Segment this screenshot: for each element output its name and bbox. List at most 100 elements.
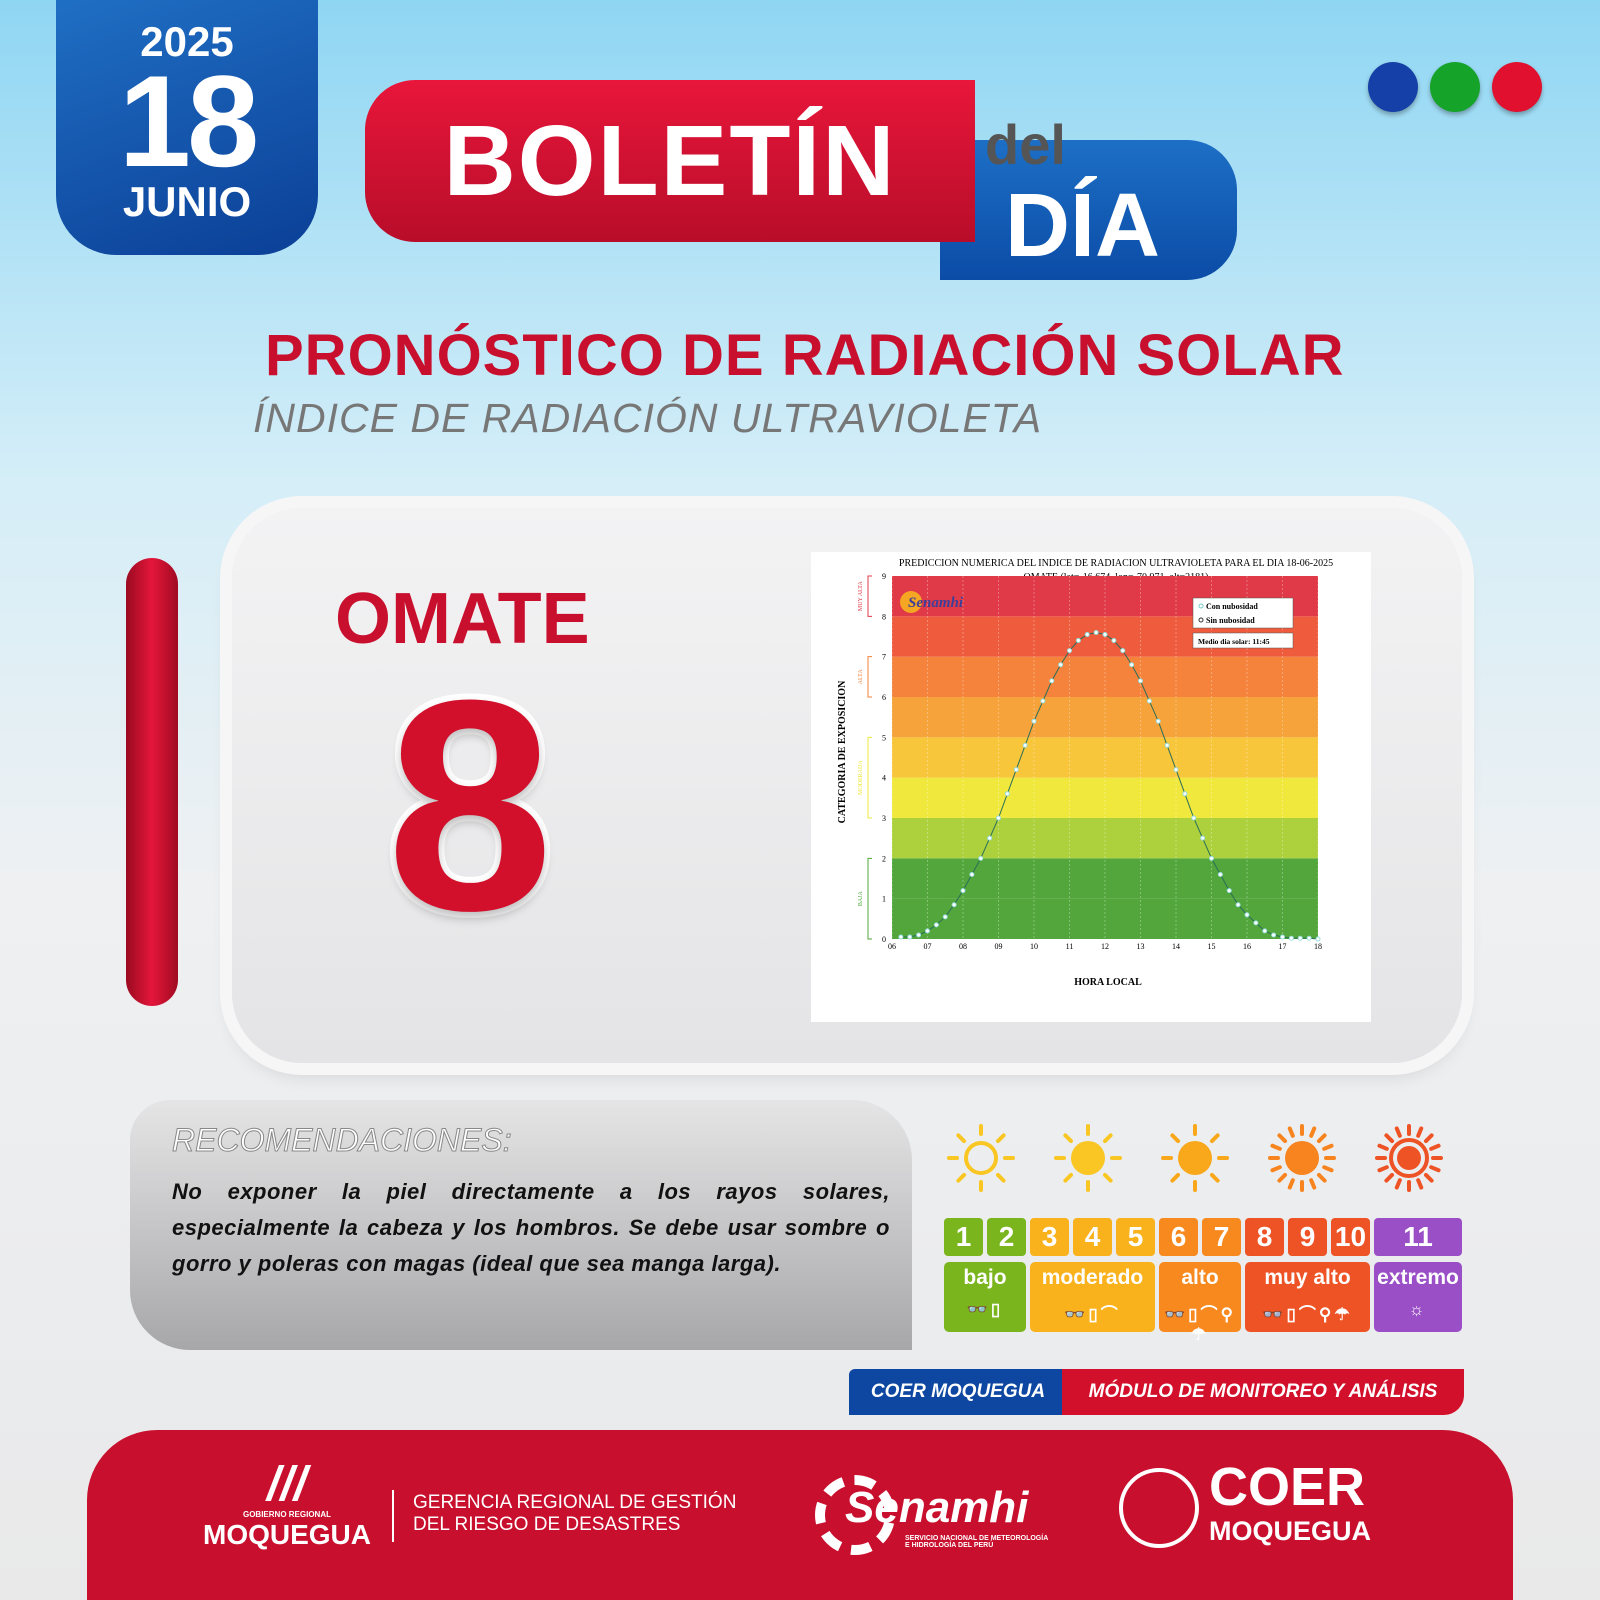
data-point: [1244, 912, 1250, 918]
divider: [392, 1490, 394, 1542]
gerencia-text: GERENCIA REGIONAL DE GESTIÓN DEL RIESGO D…: [413, 1492, 737, 1535]
uv-scale-levels: bajo 👓▯ moderado 👓▯⌒ alto 👓▯⌒⚲☂ muy alto 👓▯⌒⚲☂ e…: [944, 1262, 1462, 1344]
data-point: [1191, 815, 1197, 821]
y-tick-label: 5: [882, 733, 886, 742]
uv-chart: PREDICCION NUMERICA DEL INDICE DE RADIAC…: [811, 552, 1371, 1022]
sun-icon: [1054, 1124, 1122, 1192]
uv-number: 8: [1245, 1218, 1284, 1256]
x-tick-label: 08: [959, 942, 967, 951]
chart-title: PREDICCION NUMERICA DEL INDICE DE RADIAC…: [899, 558, 1333, 569]
uv-number: 5: [1116, 1218, 1155, 1256]
x-tick-label: 15: [1208, 942, 1216, 951]
y-tick-label: 0: [882, 935, 886, 944]
x-tick-label: 11: [1066, 942, 1074, 951]
category-bracket: [867, 736, 872, 819]
uv-number: 7: [1202, 1218, 1241, 1256]
uv-band: [892, 656, 1318, 697]
uv-scale-numbers: 1 2 3 4 5 6 7 8 9 10 11: [944, 1218, 1462, 1256]
chart-legend: Con nubosidad Sin nubosidad Medio dia so…: [1192, 597, 1294, 649]
uv-band: [892, 818, 1318, 859]
footer: /// GOBIERNO REGIONAL MOQUEGUA GERENCIA …: [87, 1430, 1513, 1600]
data-point: [1111, 638, 1117, 644]
data-point: [1084, 631, 1090, 637]
protection-icons: 👓▯: [966, 1300, 1004, 1319]
category-label: MODERADA: [858, 760, 864, 795]
coer-tag: COER MOQUEGUA: [849, 1369, 1067, 1415]
boletin-title: BOLETÍN: [365, 80, 975, 242]
data-point: [1315, 936, 1321, 942]
data-point: [960, 888, 966, 894]
category-label: BAJA: [858, 891, 864, 907]
data-point: [987, 835, 993, 841]
uv-level-label: muy alto: [1264, 1266, 1351, 1289]
data-point: [1040, 698, 1046, 704]
recommendations-panel: RECOMENDACIONES: No exponer la piel dire…: [130, 1100, 912, 1350]
recommendations-text: No exponer la piel directamente a los ra…: [172, 1179, 890, 1276]
solar-noon-annotation: Medio dia solar: 11:45: [1198, 637, 1270, 646]
y-tick-label: 2: [882, 854, 886, 863]
day: 18: [118, 48, 260, 194]
data-point: [1067, 648, 1072, 654]
x-tick-label: 13: [1137, 942, 1145, 951]
data-point: [1013, 767, 1019, 773]
data-point: [1058, 662, 1064, 668]
uv-level-label: moderado: [1041, 1266, 1144, 1289]
y-tick-label: 3: [882, 814, 886, 823]
data-point: [1049, 678, 1055, 684]
sun-icon: [815, 1475, 895, 1555]
data-point: [951, 902, 957, 908]
data-point: [1217, 871, 1223, 877]
uv-level-extremo: extremo ☼: [1374, 1262, 1462, 1332]
data-point: [1138, 678, 1143, 684]
x-tick-label: 17: [1279, 942, 1287, 951]
y-tick-label: 4: [882, 774, 886, 783]
red-dot: [1492, 62, 1542, 112]
x-tick-label: 07: [924, 942, 932, 951]
data-point: [1288, 935, 1294, 941]
uv-number: 10: [1331, 1218, 1370, 1256]
data-point: [1093, 629, 1099, 635]
year: 2025: [140, 18, 234, 65]
uv-level-label: extremo: [1377, 1266, 1459, 1289]
page-subtitle: ÍNDICE DE RADIACIÓN ULTRAVIOLETA: [253, 395, 1043, 441]
data-point: [1200, 835, 1206, 841]
svg-text:Senamhi: Senamhi: [908, 595, 964, 611]
x-tick-label: 16: [1243, 942, 1251, 951]
uv-sun-icons: [945, 1122, 1445, 1194]
x-axis-label: HORA LOCAL: [1074, 977, 1142, 988]
uv-number: 11: [1374, 1218, 1462, 1256]
protection-icons: ☼: [1408, 1300, 1428, 1319]
location-name: OMATE: [335, 579, 590, 659]
category-label: MUY ALTA: [858, 581, 864, 612]
data-point: [1173, 767, 1179, 773]
category-label: ALTA: [858, 669, 864, 685]
date-badge: 2025 18 JUNIO: [56, 0, 318, 255]
data-point: [1182, 791, 1188, 797]
color-dots: [1368, 62, 1542, 112]
data-point: [1075, 638, 1081, 644]
y-tick-label: 9: [882, 572, 886, 581]
uv-number: 4: [1073, 1218, 1112, 1256]
data-point: [1253, 920, 1259, 926]
x-tick-label: 18: [1314, 942, 1322, 951]
page-title: PRONÓSTICO DE RADIACIÓN SOLAR: [265, 323, 1345, 388]
blue-dot: [1368, 62, 1418, 112]
uv-band: [892, 898, 1318, 939]
month: JUNIO: [122, 178, 252, 225]
data-point: [1146, 698, 1152, 704]
coer-logo-text: COER: [1209, 1457, 1366, 1517]
uv-level-bajo: bajo 👓▯: [944, 1262, 1026, 1332]
sun-icon: [1268, 1124, 1336, 1192]
uv-level-moderado: moderado 👓▯⌒: [1030, 1262, 1155, 1332]
x-tick-label: 12: [1101, 942, 1109, 951]
green-dot: [1430, 62, 1480, 112]
data-point: [1102, 631, 1108, 637]
data-point: [1209, 855, 1214, 861]
uv-number: 6: [1159, 1218, 1198, 1256]
data-point: [1262, 928, 1268, 934]
category-bracket: [867, 656, 872, 698]
data-point: [1235, 902, 1241, 908]
protection-icons: 👓▯⌒⚲☂: [1262, 1305, 1353, 1324]
uv-number: 2: [987, 1218, 1026, 1256]
uv-level-label: alto: [1181, 1266, 1219, 1289]
